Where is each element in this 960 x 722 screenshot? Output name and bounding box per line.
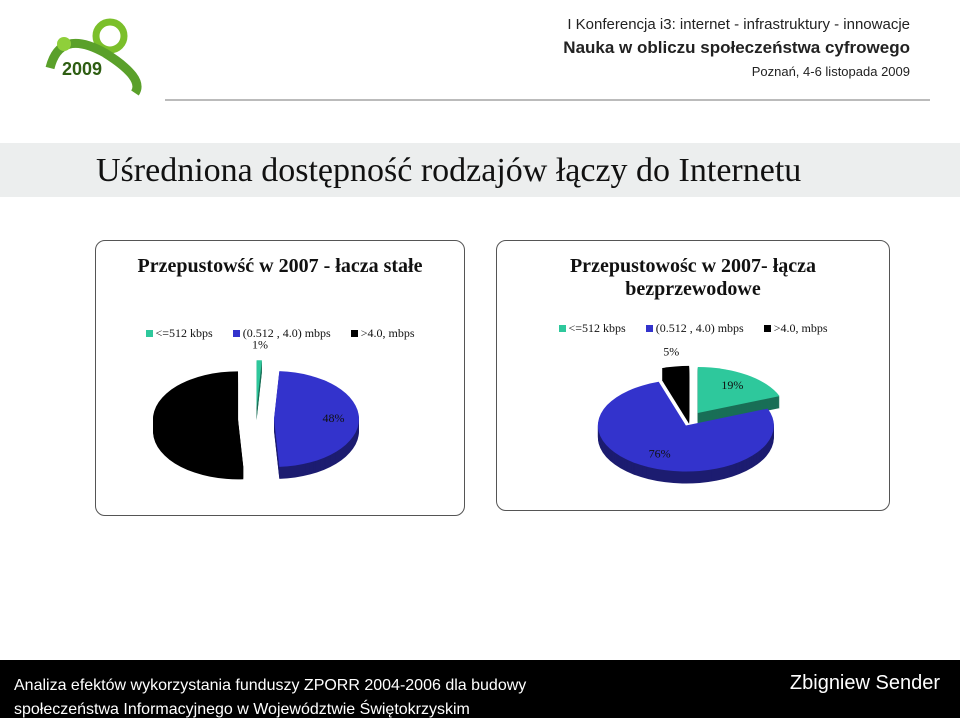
- header-line: Poznań, 4-6 listopada 2009: [751, 64, 910, 79]
- slice: [697, 367, 780, 414]
- slice: [661, 365, 690, 412]
- legend-label: <=512 kbps: [155, 326, 213, 340]
- data-label: 48%: [323, 411, 345, 425]
- title-bar: [0, 143, 960, 197]
- legend-label: <=512 kbps: [568, 321, 626, 335]
- header-text: I Konferencja i3: internet - infrastrukt…: [563, 14, 910, 84]
- chart-title: Przepustowośc w 2007- łącza bezprzewodow…: [569, 255, 817, 300]
- legend-item: <=512 kbps: [145, 326, 213, 340]
- legend-swatch: [645, 325, 653, 332]
- legend-swatch: [232, 330, 240, 337]
- data-label: 76%: [649, 446, 671, 460]
- legend-label: >4.0, mbps: [773, 321, 828, 335]
- data-label: 1%: [252, 338, 268, 352]
- slice: [597, 381, 774, 472]
- legend-swatch: [763, 325, 771, 332]
- logo-text: 2009: [62, 59, 102, 79]
- logo-dot: [57, 37, 71, 51]
- legend-swatch: [145, 330, 153, 337]
- logo-swirl: [92, 18, 128, 54]
- legend-label: (0.512 , 4.0) mbps: [242, 326, 331, 340]
- legend-item: >4.0, mbps: [763, 321, 828, 335]
- legend-item: <=512 kbps: [558, 321, 626, 335]
- legend-label: >4.0, mbps: [360, 326, 415, 340]
- footer-line: społeczeństwa Informacyjnego w Województ…: [14, 701, 470, 718]
- legend-swatch: [350, 330, 358, 337]
- footer-author: Zbigniew Sender: [789, 672, 940, 694]
- legend-item: (0.512 , 4.0) mbps: [232, 326, 331, 340]
- chart-box: Przepustowośc w 2007- łącza bezprzewodow…: [496, 240, 890, 511]
- legend-label: (0.512 , 4.0) mbps: [655, 321, 744, 335]
- chart-title: Przepustowść w 2007 - łacza stałe: [137, 255, 423, 277]
- data-label: 19%: [721, 378, 743, 392]
- legend: <=512 kbps (0.512 , 4.0) mbps >4.0, mbps: [497, 321, 889, 336]
- pie: 1% 48%: [153, 338, 360, 480]
- header-line: Nauka w obliczu społeczeństwa cyfrowego: [563, 38, 910, 57]
- legend-swatch: [558, 325, 566, 332]
- slice: [256, 360, 262, 409]
- chart-box: Przepustowść w 2007 - łacza stałe <=512 k…: [95, 240, 465, 516]
- slice: [153, 371, 244, 468]
- slice: [274, 371, 360, 467]
- data-label: 5%: [663, 345, 679, 359]
- footer: Analiza efektów wykorzystania funduszy Z…: [0, 659, 960, 718]
- footer-text: Analiza efektów wykorzystania funduszy Z…: [14, 674, 526, 722]
- legend: <=512 kbps (0.512 , 4.0) mbps >4.0, mbps: [96, 326, 464, 341]
- slide-title: Uśredniona dostępność rodzajów łączy do …: [96, 152, 802, 189]
- logo: 2009: [45, 18, 142, 96]
- legend-item: >4.0, mbps: [350, 326, 415, 340]
- logo-swirl: [45, 39, 142, 96]
- pie: 19% 76% 5%: [597, 345, 780, 484]
- legend-item: (0.512 , 4.0) mbps: [645, 321, 744, 335]
- footer-line: Analiza efektów wykorzystania funduszy Z…: [14, 677, 527, 694]
- header-line: I Konferencja i3: internet - infrastrukt…: [567, 16, 910, 33]
- header-rule: [165, 99, 930, 101]
